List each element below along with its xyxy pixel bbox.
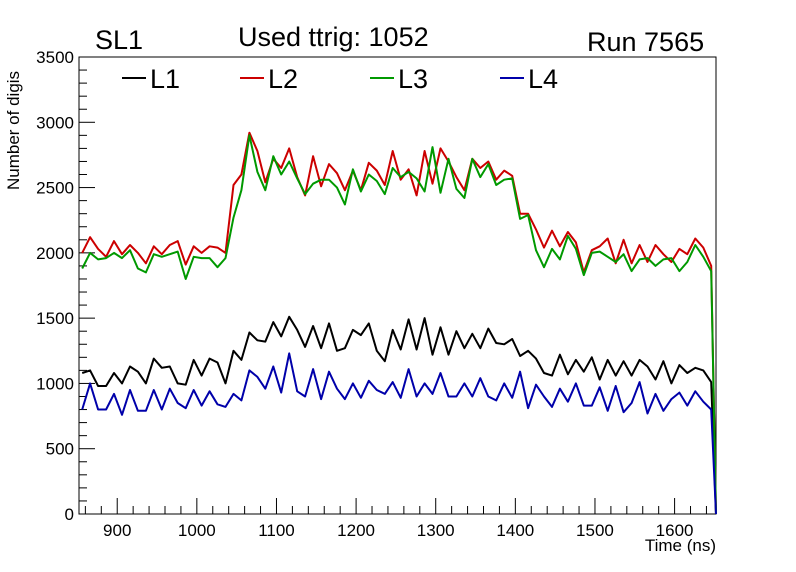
y-tick-label: 500 xyxy=(46,440,74,459)
axes-group: 0 500 1000 1500 2000 2500 3000 3500 900 1000 1100 1… xyxy=(36,48,717,540)
y-tick-label: 2000 xyxy=(36,244,74,263)
series-line-l2 xyxy=(81,131,717,515)
y-tick-label: 0 xyxy=(65,505,74,524)
legend-label-l4: L4 xyxy=(528,64,558,94)
series-line-l1 xyxy=(81,315,717,515)
plot-frame xyxy=(78,56,717,515)
x-tick-label: 1600 xyxy=(656,521,694,540)
sl-label: SL1 xyxy=(95,25,144,55)
x-tick-label: 1500 xyxy=(576,521,614,540)
x-tick-label: 1400 xyxy=(496,521,534,540)
series-line-l4 xyxy=(81,352,717,515)
x-tick-label: 900 xyxy=(103,521,131,540)
y-tick-label: 1000 xyxy=(36,374,74,393)
x-axis-title: Time (ns) xyxy=(644,536,716,555)
legend: L1 L2 L3 L4 xyxy=(122,64,558,94)
series-group xyxy=(81,131,717,515)
x-tick-label: 1000 xyxy=(178,521,216,540)
y-tick-label: 3500 xyxy=(36,48,74,67)
legend-label-l2: L2 xyxy=(268,64,298,94)
series-line-l3 xyxy=(81,134,717,515)
x-tick-label: 1300 xyxy=(417,521,455,540)
y-tick-label: 3000 xyxy=(36,113,74,132)
y-tick-label: 1500 xyxy=(36,309,74,328)
legend-label-l1: L1 xyxy=(150,64,180,94)
used-ttrig-title: Used ttrig: 1052 xyxy=(238,22,429,52)
x-tick-label: 1100 xyxy=(258,521,295,540)
run-label: Run 7565 xyxy=(587,27,705,57)
legend-label-l3: L3 xyxy=(398,64,428,94)
x-tick-label: 1200 xyxy=(337,521,375,540)
y-tick-label: 2500 xyxy=(36,179,74,198)
